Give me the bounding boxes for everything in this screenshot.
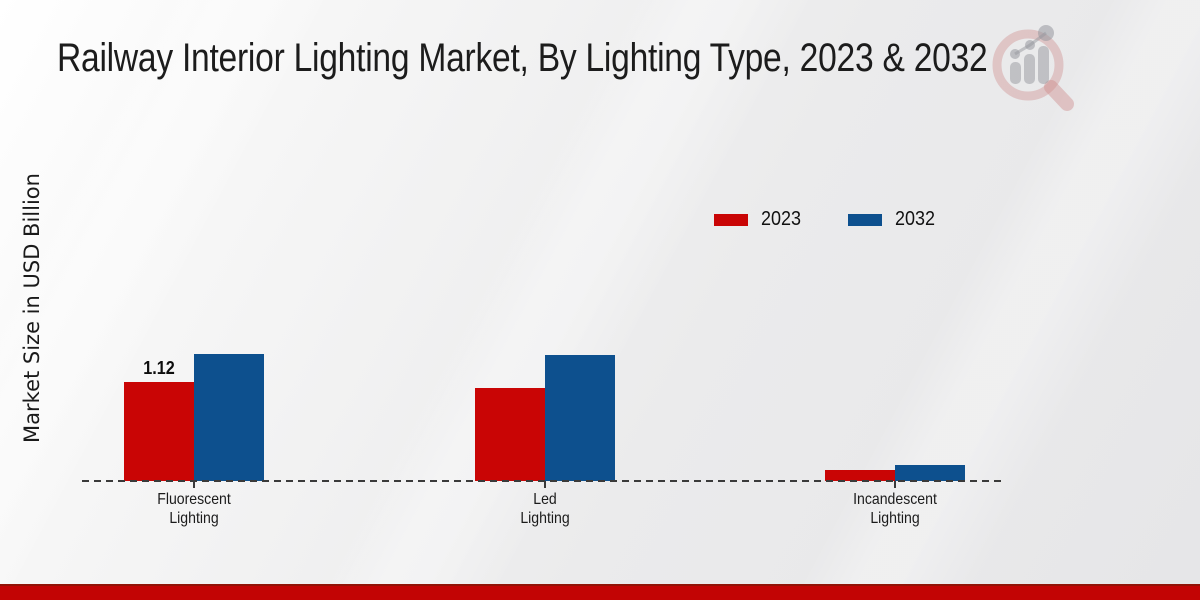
chart-title: Railway Interior Lighting Market, By Lig… <box>57 36 988 80</box>
legend-label-2032: 2032 <box>894 208 935 230</box>
bar-2023-incandescent-lighting <box>825 470 895 481</box>
x-axis-tick <box>193 481 195 488</box>
bar-2023-led-lighting <box>475 388 545 481</box>
bar-2032-led-lighting <box>545 355 615 481</box>
bar-value-label: 1.12 <box>143 358 175 378</box>
y-axis-label: Market Size in USD Billion <box>20 173 44 443</box>
legend-swatch-2032 <box>847 213 882 226</box>
legend: 2023 2032 <box>714 208 939 231</box>
bar-2032-fluorescent-lighting <box>194 354 264 481</box>
legend-item-2023: 2023 <box>714 208 806 231</box>
bar-2032-incandescent-lighting <box>895 465 965 481</box>
x-axis-tick <box>894 481 896 488</box>
legend-label-2023: 2023 <box>761 208 802 230</box>
legend-item-2032: 2032 <box>847 208 940 231</box>
category-label-incandescent-lighting: Incandescent Lighting <box>853 491 937 527</box>
x-axis-tick <box>544 481 546 488</box>
footer-accent-bar <box>0 584 1200 600</box>
x-axis-zero-line <box>82 480 1006 482</box>
category-label-led-lighting: Led Lighting <box>520 491 570 527</box>
magnifier-bar-chart-logo-watermark <box>992 25 1074 111</box>
category-label-fluorescent-lighting: Fluorescent Lighting <box>157 491 231 527</box>
legend-swatch-2023 <box>714 213 748 226</box>
bar-2023-fluorescent-lighting <box>124 382 194 481</box>
